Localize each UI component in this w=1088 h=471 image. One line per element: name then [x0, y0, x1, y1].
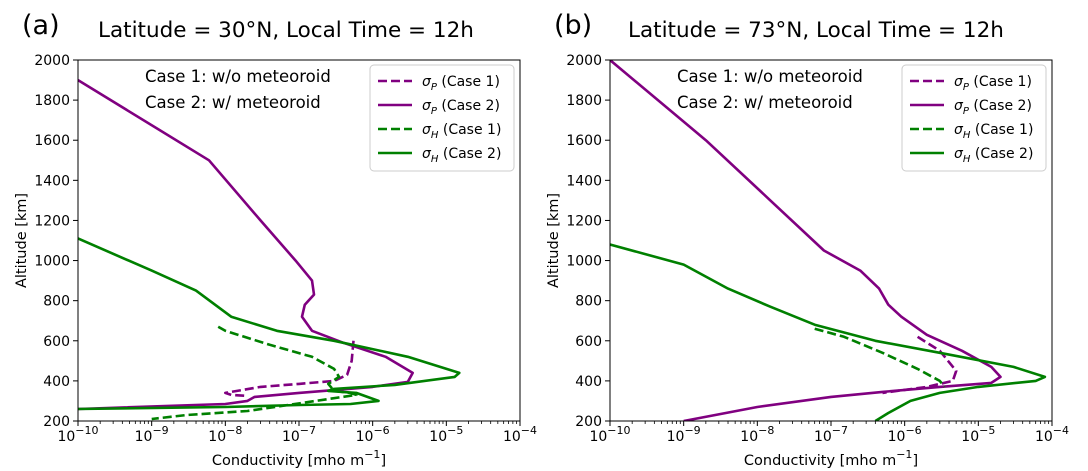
panel-label: (a): [22, 10, 60, 41]
y-tick-label: 1800: [34, 93, 70, 109]
y-tick-label: 800: [43, 294, 70, 310]
x-tick-exponent: −6: [905, 424, 921, 437]
x-tick-label: 10−7: [814, 424, 848, 445]
legend-box: [369, 64, 515, 172]
y-tick-label: 600: [575, 334, 602, 350]
panel-b: (b) Latitude = 73°N, Local Time = 12h 10−1…: [546, 10, 1069, 469]
x-tick-label: 10−4: [1035, 424, 1069, 445]
legend-entry: σH (Case 2): [954, 146, 1033, 165]
series-line-2: [610, 60, 1002, 421]
y-tick-label: 1600: [34, 133, 70, 149]
y-tick-label: 800: [575, 294, 602, 310]
chart-title: Latitude = 73°N, Local Time = 12h: [628, 18, 1004, 43]
x-tick-exponent: −5: [979, 424, 995, 437]
x-tick-exponent: −9: [684, 424, 700, 437]
series-line-2: [78, 78, 414, 411]
x-axis-label-exponent: −1: [364, 448, 380, 461]
x-tick-exponent: −4: [521, 424, 537, 437]
x-tick-label: 10−8: [740, 424, 774, 445]
y-tick-label: 2000: [566, 53, 602, 69]
annotation-line: Case 1: w/o meteoroid: [145, 67, 331, 86]
y-tick-label: 1000: [566, 254, 602, 270]
legend-entry: σH (Case 1): [422, 122, 501, 141]
x-tick-label: 10−10: [589, 424, 630, 445]
x-tick-label: 10−9: [135, 424, 169, 445]
x-tick-label: 10−6: [356, 424, 390, 445]
y-tick-label: 200: [575, 414, 602, 430]
x-tick-label: 10−5: [961, 424, 995, 445]
series-line-3: [814, 327, 946, 388]
x-tick-exponent: −6: [373, 424, 389, 437]
legend-entry: σP (Case 2): [422, 98, 500, 117]
x-tick-exponent: −7: [300, 424, 316, 437]
y-tick-label: 1600: [566, 133, 602, 149]
series-line-3: [151, 325, 358, 421]
series-group: [610, 60, 1047, 421]
x-tick-exponent: −5: [447, 424, 463, 437]
panel-a: (a) Latitude = 30°N, Local Time = 12h 10−1…: [14, 10, 537, 469]
annotation-line: Case 2: w/ meteoroid: [677, 93, 853, 112]
legend-entry: σP (Case 1): [422, 74, 500, 93]
y-tick-label: 1800: [566, 93, 602, 109]
x-tick-exponent: −8: [758, 424, 774, 437]
y-axis-label: Altitude [km]: [546, 193, 562, 288]
y-axis-label: Altitude [km]: [14, 193, 30, 288]
x-tick-exponent: −8: [226, 424, 242, 437]
x-tick-label: 10−6: [888, 424, 922, 445]
x-tick-label: 10−9: [667, 424, 701, 445]
annotation-line: Case 1: w/o meteoroid: [677, 67, 863, 86]
series-line-4: [610, 243, 1047, 421]
y-tick-label: 2000: [34, 53, 70, 69]
x-tick-exponent: −9: [152, 424, 168, 437]
x-tick-label: 10−8: [208, 424, 242, 445]
series-line-1: [224, 340, 355, 398]
panel-label: (b): [554, 10, 592, 41]
y-tick-label: 200: [43, 414, 70, 430]
y-tick-label: 600: [43, 334, 70, 350]
x-axis-label-exponent: −1: [896, 448, 912, 461]
legend-entry: σH (Case 2): [422, 146, 501, 165]
y-tick-label: 1400: [566, 173, 602, 189]
y-tick-label: 1200: [566, 213, 602, 229]
y-tick-label: 400: [43, 374, 70, 390]
x-tick-label: 10−4: [503, 424, 537, 445]
x-tick-label: 10−5: [429, 424, 463, 445]
legend-entry: σP (Case 2): [954, 98, 1032, 117]
x-tick-label: 10−7: [282, 424, 316, 445]
y-tick-label: 1000: [34, 254, 70, 270]
x-tick-exponent: −7: [832, 424, 848, 437]
y-tick-label: 1400: [34, 173, 70, 189]
x-tick-exponent: −10: [75, 424, 98, 437]
annotation-line: Case 2: w/ meteoroid: [145, 93, 321, 112]
series-group: [78, 78, 461, 421]
chart-title: Latitude = 30°N, Local Time = 12h: [98, 18, 474, 43]
legend-entry: σH (Case 1): [954, 122, 1033, 141]
x-axis-label: Conductivity [mho m−1]: [744, 448, 918, 469]
y-tick-label: 400: [575, 374, 602, 390]
y-tick-label: 1200: [34, 213, 70, 229]
x-tick-exponent: −10: [607, 424, 630, 437]
series-line-4: [78, 237, 461, 411]
x-axis-label: Conductivity [mho m−1]: [212, 448, 386, 469]
x-tick-label: 10−10: [57, 424, 98, 445]
legend-entry: σP (Case 1): [954, 74, 1032, 93]
x-tick-exponent: −4: [1053, 424, 1069, 437]
legend-box: [901, 64, 1047, 172]
